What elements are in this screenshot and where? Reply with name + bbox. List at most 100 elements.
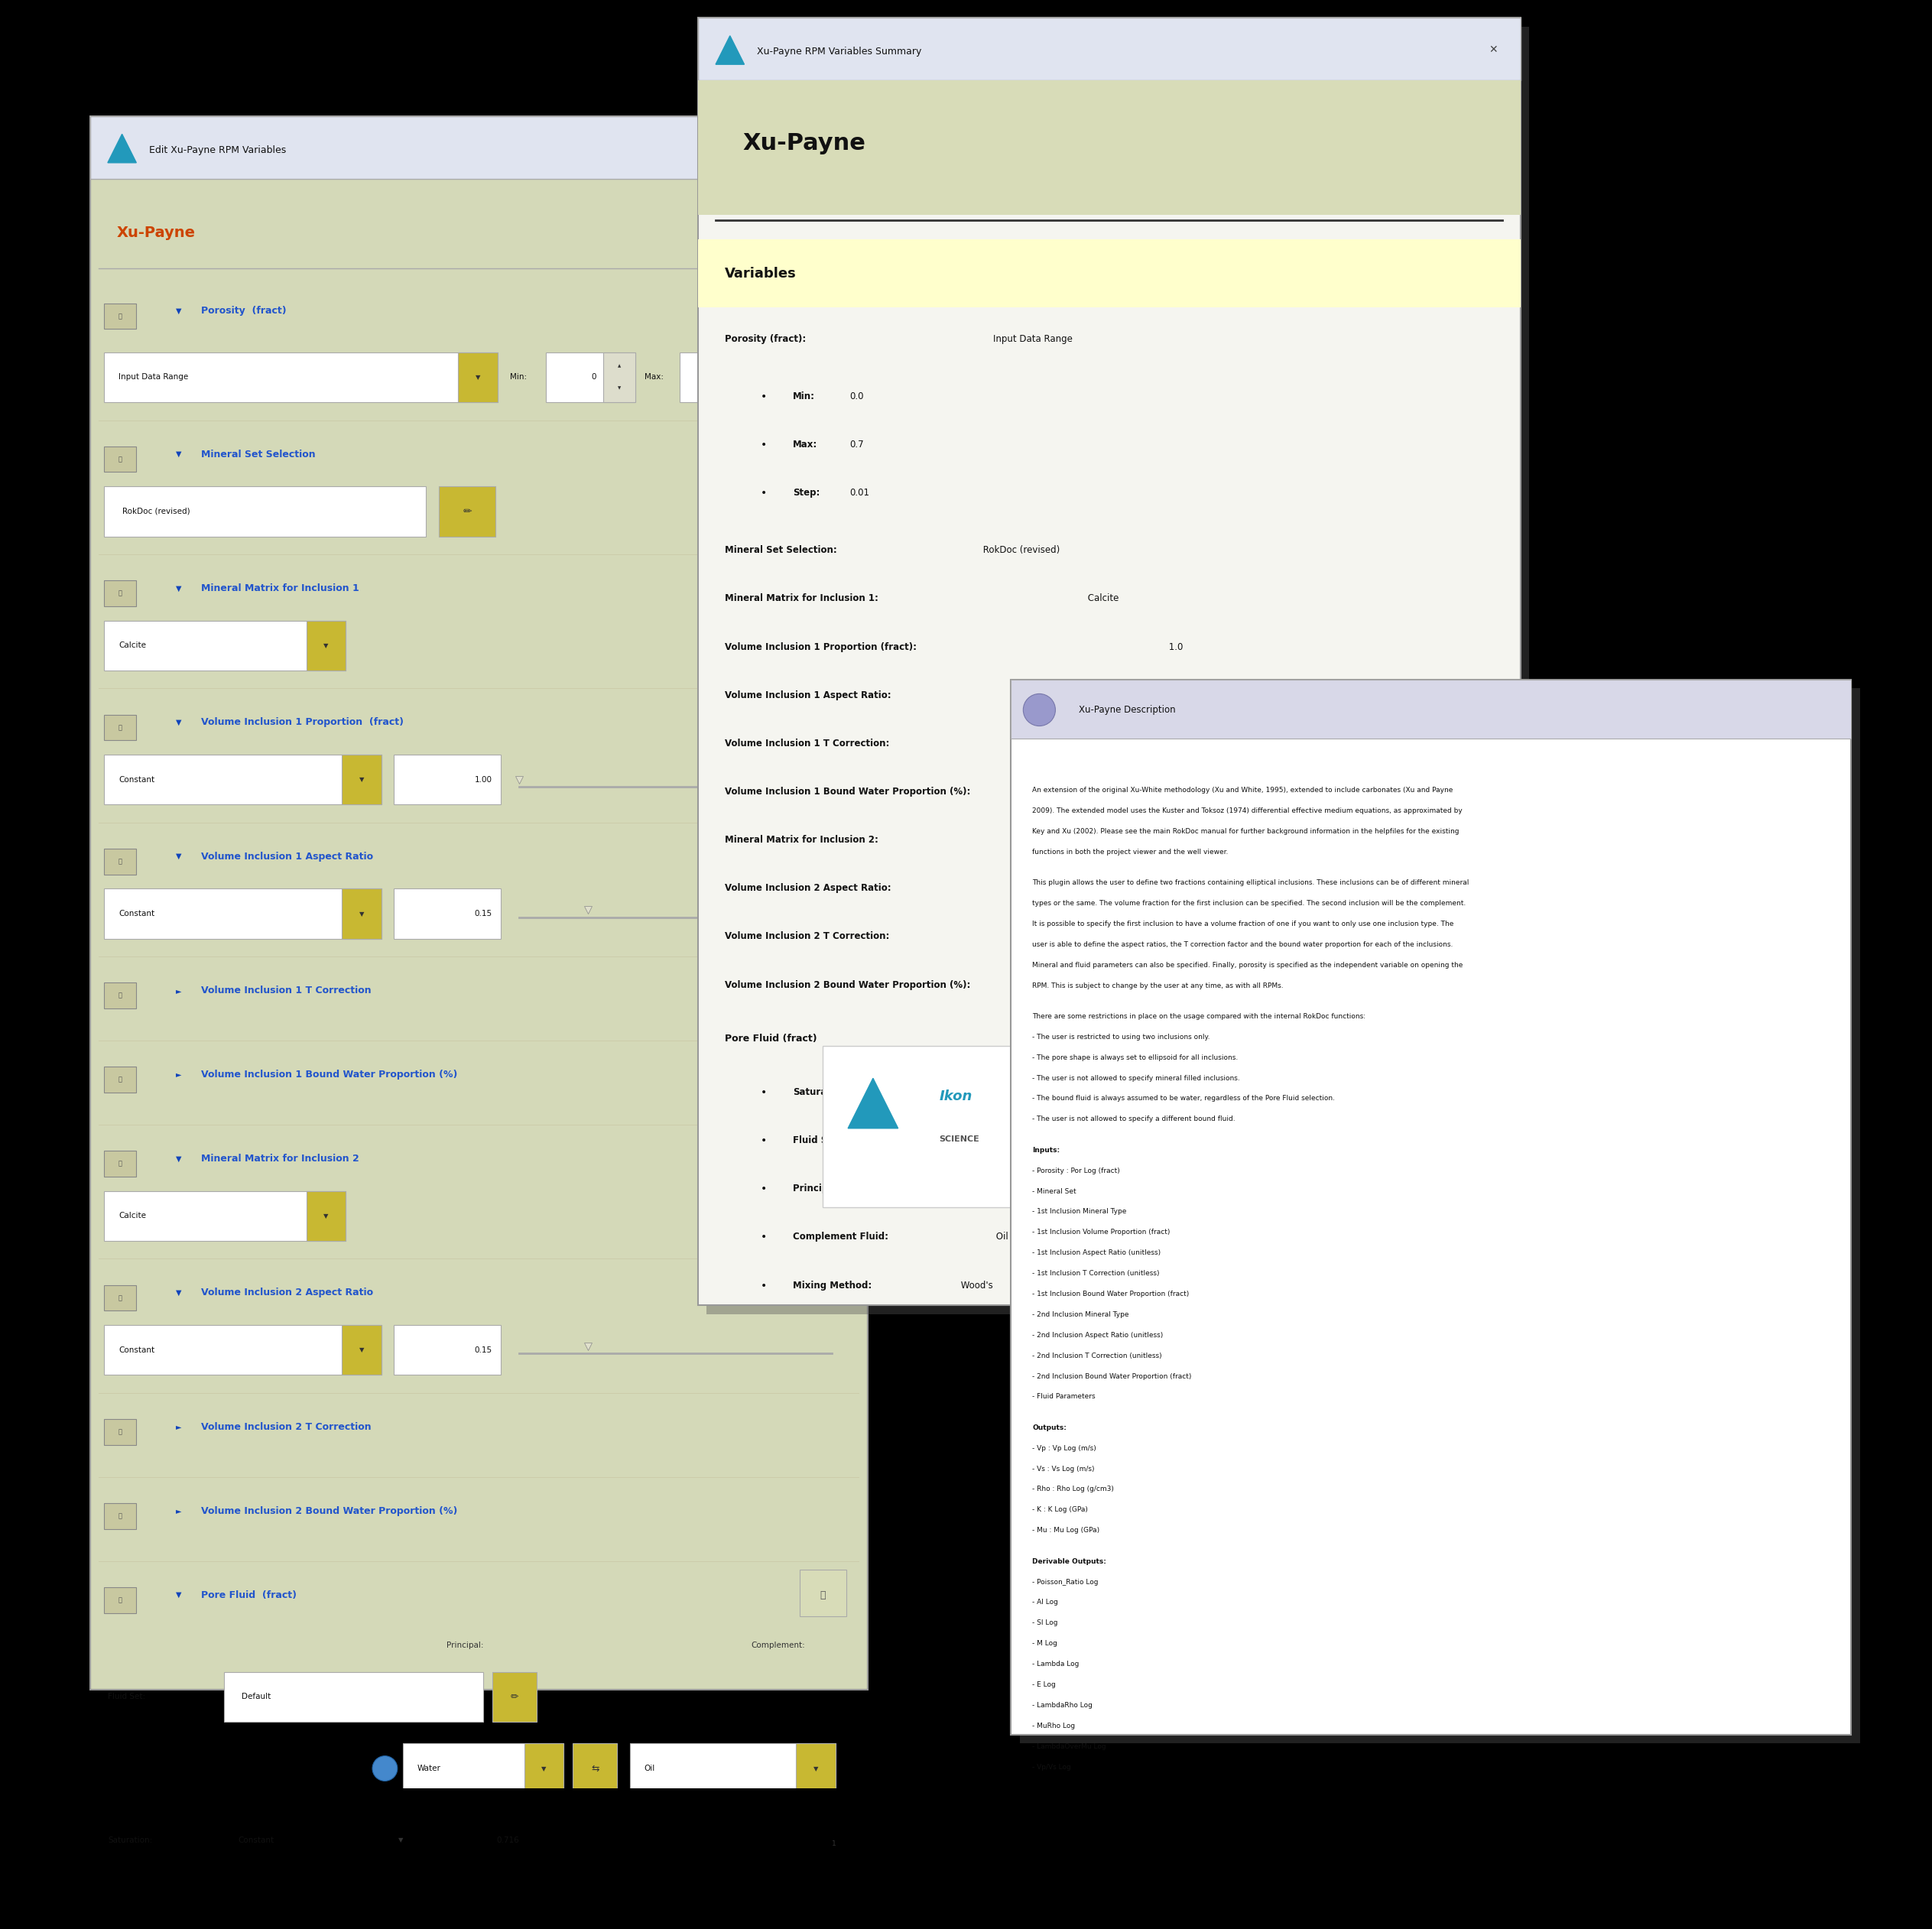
Text: Mineral and fluid parameters can also be specified. Finally, porosity is specifi: Mineral and fluid parameters can also be… <box>1032 961 1463 968</box>
FancyBboxPatch shape <box>697 81 1520 214</box>
Text: - Lambda Log: - Lambda Log <box>1032 1661 1080 1667</box>
Text: ⛓: ⛓ <box>118 312 122 320</box>
Text: Volume Inclusion 2 Bound Water Proportion (%):: Volume Inclusion 2 Bound Water Proportio… <box>724 980 970 990</box>
Text: Min:: Min: <box>510 374 527 382</box>
Text: ▼: ▼ <box>176 1155 182 1163</box>
Text: •: • <box>761 1088 767 1098</box>
Text: ✕: ✕ <box>1490 44 1497 56</box>
FancyBboxPatch shape <box>829 353 860 403</box>
Polygon shape <box>108 135 137 162</box>
Text: - Vp : Vp Log (m/s): - Vp : Vp Log (m/s) <box>1032 1445 1095 1453</box>
Text: types or the same. The volume fraction for the first inclusion can be specified.: types or the same. The volume fraction f… <box>1032 899 1466 907</box>
Polygon shape <box>848 1078 898 1128</box>
Text: •: • <box>761 440 767 451</box>
Text: 0.15: 0.15 <box>1097 691 1119 700</box>
Text: Mixing Method:: Mixing Method: <box>792 1281 871 1291</box>
Text: ✕: ✕ <box>837 143 846 154</box>
Text: 0: 0 <box>840 779 844 787</box>
Text: 0.15: 0.15 <box>1097 883 1119 893</box>
Text: ⛓: ⛓ <box>118 723 122 731</box>
Text: Pore Fluid (fract): Pore Fluid (fract) <box>724 1034 817 1044</box>
Text: Default: Default <box>242 1694 270 1701</box>
Text: - Porosity : Por Log (fract): - Porosity : Por Log (fract) <box>1032 1167 1121 1175</box>
FancyBboxPatch shape <box>813 353 860 403</box>
Text: - 1st Inclusion Aspect Ratio (unitless): - 1st Inclusion Aspect Ratio (unitless) <box>1032 1250 1161 1256</box>
Text: - The bound fluid is always assumed to be water, regardless of the Pore Fluid se: - The bound fluid is always assumed to b… <box>1032 1096 1335 1101</box>
FancyBboxPatch shape <box>104 982 137 1009</box>
FancyBboxPatch shape <box>707 27 1530 1314</box>
Text: Volume Inclusion 1 Proportion  (fract): Volume Inclusion 1 Proportion (fract) <box>201 718 404 727</box>
Text: Xu-Payne RPM Variables Summary: Xu-Payne RPM Variables Summary <box>757 46 922 56</box>
Text: SCIENCE: SCIENCE <box>939 1134 980 1142</box>
Text: Constant: Constant <box>118 1346 155 1354</box>
Text: Step:: Step: <box>781 374 802 382</box>
FancyBboxPatch shape <box>524 1744 564 1794</box>
Text: ▼: ▼ <box>618 386 620 390</box>
Text: This plugin allows the user to define two fractions containing elliptical inclus: This plugin allows the user to define tw… <box>1032 880 1468 885</box>
Text: •: • <box>761 392 767 403</box>
FancyBboxPatch shape <box>680 353 769 403</box>
FancyBboxPatch shape <box>91 116 867 1690</box>
Text: Mineral Matrix for Inclusion 1: Mineral Matrix for Inclusion 1 <box>201 583 359 594</box>
Text: ▼: ▼ <box>359 775 363 783</box>
Text: - 2nd Inclusion T Correction (unitless): - 2nd Inclusion T Correction (unitless) <box>1032 1352 1161 1360</box>
Text: ⛓: ⛓ <box>118 1512 122 1520</box>
Text: 1.0: 1.0 <box>1167 642 1184 652</box>
Text: ⇆: ⇆ <box>591 1763 599 1773</box>
Text: Constant: Constant <box>238 1836 274 1844</box>
FancyBboxPatch shape <box>394 889 500 939</box>
FancyBboxPatch shape <box>104 1588 137 1613</box>
Text: Principal:: Principal: <box>446 1642 483 1649</box>
Text: ⛓: ⛓ <box>118 1294 122 1302</box>
Text: ⛓: ⛓ <box>118 1429 122 1435</box>
FancyBboxPatch shape <box>394 1325 500 1375</box>
Text: ▼: ▼ <box>475 374 481 380</box>
Text: 0.716: 0.716 <box>497 1836 520 1844</box>
Text: - The user is not allowed to specify a different bound fluid.: - The user is not allowed to specify a d… <box>1032 1115 1235 1123</box>
Text: - The user is not allowed to specify mineral filled inclusions.: - The user is not allowed to specify min… <box>1032 1074 1240 1082</box>
Text: 1.00: 1.00 <box>475 775 493 783</box>
Text: Xu-Payne Description: Xu-Payne Description <box>1078 704 1175 716</box>
FancyBboxPatch shape <box>697 239 1520 307</box>
FancyBboxPatch shape <box>104 1420 137 1445</box>
Text: Calcite: Calcite <box>1086 835 1119 845</box>
Text: - Vp/Vs Log: - Vp/Vs Log <box>1032 1763 1070 1771</box>
Text: ✏: ✏ <box>510 1692 518 1701</box>
Text: ▲: ▲ <box>752 365 755 368</box>
Text: Min:: Min: <box>792 392 815 401</box>
Text: ▲: ▲ <box>618 365 620 368</box>
FancyBboxPatch shape <box>305 1190 346 1240</box>
Text: ⛓: ⛓ <box>118 590 122 596</box>
Text: - 1st Inclusion Volume Proportion (fract): - 1st Inclusion Volume Proportion (fract… <box>1032 1229 1171 1236</box>
Text: Inputs:: Inputs: <box>1032 1146 1061 1154</box>
Text: ►: ► <box>176 1507 182 1514</box>
Text: 0.01: 0.01 <box>850 488 869 498</box>
FancyBboxPatch shape <box>104 353 498 403</box>
Text: - M Log: - M Log <box>1032 1640 1057 1647</box>
Text: ⛓: ⛓ <box>118 1076 122 1082</box>
Text: - Rho : Rho Log (g/cm3): - Rho : Rho Log (g/cm3) <box>1032 1485 1115 1493</box>
FancyBboxPatch shape <box>697 17 1520 1306</box>
Text: ✏: ✏ <box>462 505 471 517</box>
FancyBboxPatch shape <box>104 303 137 330</box>
Text: Volume Inclusion 1 Proportion (fract):: Volume Inclusion 1 Proportion (fract): <box>724 642 916 652</box>
Text: Constant: Constant <box>118 910 155 918</box>
FancyBboxPatch shape <box>630 1744 835 1794</box>
Text: Mineral Set Selection: Mineral Set Selection <box>201 449 315 459</box>
Text: 0: 0 <box>591 374 595 382</box>
FancyBboxPatch shape <box>823 1046 1269 1208</box>
Text: ▼: ▼ <box>359 1346 363 1354</box>
Text: Max:: Max: <box>792 440 817 449</box>
Text: Mineral Matrix for Inclusion 2:: Mineral Matrix for Inclusion 2: <box>724 835 879 845</box>
Text: - 2nd Inclusion Mineral Type: - 2nd Inclusion Mineral Type <box>1032 1312 1128 1318</box>
Text: Volume Inclusion 2 T Correction:: Volume Inclusion 2 T Correction: <box>724 932 889 941</box>
Text: Volume Inclusion 2 T Correction: Volume Inclusion 2 T Correction <box>201 1422 371 1431</box>
Text: ▼: ▼ <box>359 910 363 916</box>
Text: 0.0: 0.0 <box>850 392 864 401</box>
FancyBboxPatch shape <box>800 1570 846 1617</box>
Text: There are some restrictions in place on the usage compared with the internal Rok: There are some restrictions in place on … <box>1032 1013 1366 1020</box>
Text: Constant: Constant <box>118 775 155 783</box>
FancyBboxPatch shape <box>104 849 137 874</box>
FancyBboxPatch shape <box>572 1744 618 1794</box>
Text: Xu-Payne: Xu-Payne <box>742 131 866 154</box>
